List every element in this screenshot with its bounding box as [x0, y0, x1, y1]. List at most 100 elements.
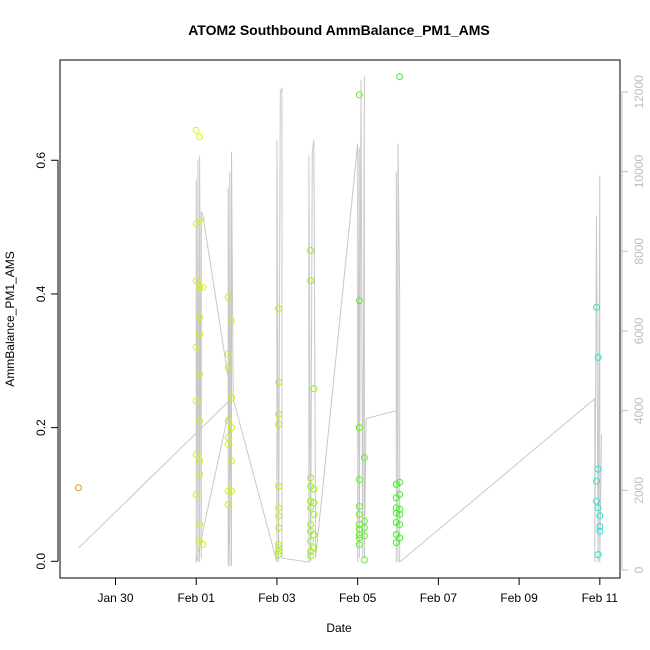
data-point [224, 350, 232, 358]
data-point [360, 524, 368, 532]
chart-title: ATOM2 Southbound AmmBalance_PM1_AMS [188, 22, 490, 38]
data-point [355, 297, 363, 305]
y2-tick-label: 10000 [632, 155, 646, 189]
data-point [196, 417, 204, 425]
data-point [196, 521, 204, 528]
data-point [310, 485, 318, 493]
data-point [594, 504, 602, 512]
data-point [196, 457, 204, 465]
y2-tick-label: 4000 [632, 397, 646, 424]
data-point [275, 410, 283, 418]
series-line [78, 75, 602, 567]
x-tick-label: Feb 11 [582, 591, 619, 605]
data-point [275, 482, 283, 490]
data-point [228, 424, 235, 432]
data-point [396, 534, 404, 542]
y2-tick-label: 12000 [632, 75, 646, 109]
data-point [224, 417, 232, 425]
data-point [228, 394, 235, 401]
x-tick-label: Feb 07 [420, 591, 458, 605]
data-point [275, 305, 283, 313]
data-point [307, 474, 315, 482]
data-point [196, 313, 204, 321]
data-point [275, 547, 283, 555]
data-point [360, 556, 368, 564]
data-point [596, 527, 604, 535]
y-tick-label: 0.4 [34, 285, 48, 302]
data-point [275, 524, 283, 532]
y-tick-label: 0.2 [34, 419, 48, 436]
data-point [594, 465, 602, 473]
data-point [593, 303, 600, 311]
data-point [396, 511, 404, 518]
data-point [594, 353, 602, 361]
data-point [392, 480, 400, 488]
data-point [224, 434, 232, 442]
data-point [75, 484, 82, 492]
data-point [196, 470, 204, 478]
data-point [596, 512, 604, 520]
data-point [192, 277, 200, 285]
y2-tick-label: 6000 [632, 317, 646, 344]
data-point [396, 505, 404, 513]
data-point [307, 521, 315, 528]
data-point [275, 541, 283, 549]
data-point [275, 420, 283, 428]
data-point [192, 126, 200, 134]
data-point [355, 503, 363, 510]
data-point [392, 519, 400, 526]
data-point [228, 487, 235, 495]
data-point [355, 531, 363, 539]
x-tick-label: Feb 01 [178, 591, 216, 605]
data-point [224, 440, 232, 448]
data-point [310, 544, 318, 552]
data-point [355, 91, 363, 99]
y-tick-label: 0.0 [34, 553, 48, 570]
data-point [307, 277, 315, 285]
y2-tick-label: 8000 [632, 238, 646, 265]
data-point [275, 544, 283, 552]
data-point [355, 541, 363, 549]
x-tick-label: Feb 03 [258, 591, 296, 605]
data-point [196, 370, 204, 378]
data-point [196, 216, 204, 224]
data-point [307, 552, 315, 560]
data-point [594, 551, 602, 559]
data-point [192, 450, 200, 458]
data-point [224, 487, 232, 495]
data-point [360, 517, 368, 525]
data-point [396, 73, 404, 81]
data-point [224, 364, 232, 371]
data-point [307, 504, 315, 512]
data-point [360, 454, 368, 462]
data-point [355, 521, 363, 528]
data-point [310, 499, 318, 506]
data-point [275, 512, 283, 520]
data-point [310, 511, 318, 518]
x-tick-label: Jan 30 [97, 591, 133, 605]
y-axis-label: AmmBalance_PM1_AMS [3, 251, 17, 386]
y-tick-label: 0.6 [34, 152, 48, 169]
data-point [310, 385, 318, 393]
data-point [392, 509, 400, 517]
data-point [228, 457, 235, 465]
y2-tick-label: 0 [632, 566, 646, 573]
data-point [360, 532, 368, 540]
data-point [196, 283, 204, 291]
y2-axis: 0 2000 4000 6000 8000 10000 12000 [621, 75, 646, 573]
x-axis: Jan 30 Feb 01 Feb 03 Feb 05 Feb 07 Feb 09 Feb … [97, 577, 619, 605]
x-axis-label: Date [326, 621, 352, 635]
data-point [228, 317, 235, 325]
x-tick-label: Feb 05 [339, 591, 377, 605]
data-point [192, 343, 200, 351]
data-point [199, 283, 207, 291]
data-point [224, 501, 232, 508]
data-point [392, 539, 400, 547]
data-point [275, 378, 283, 386]
y-axis: 0.0 0.2 0.4 0.6 [34, 152, 59, 570]
data-point [355, 424, 363, 432]
data-point [196, 133, 204, 141]
data-point [396, 491, 404, 498]
data-point [310, 531, 318, 539]
